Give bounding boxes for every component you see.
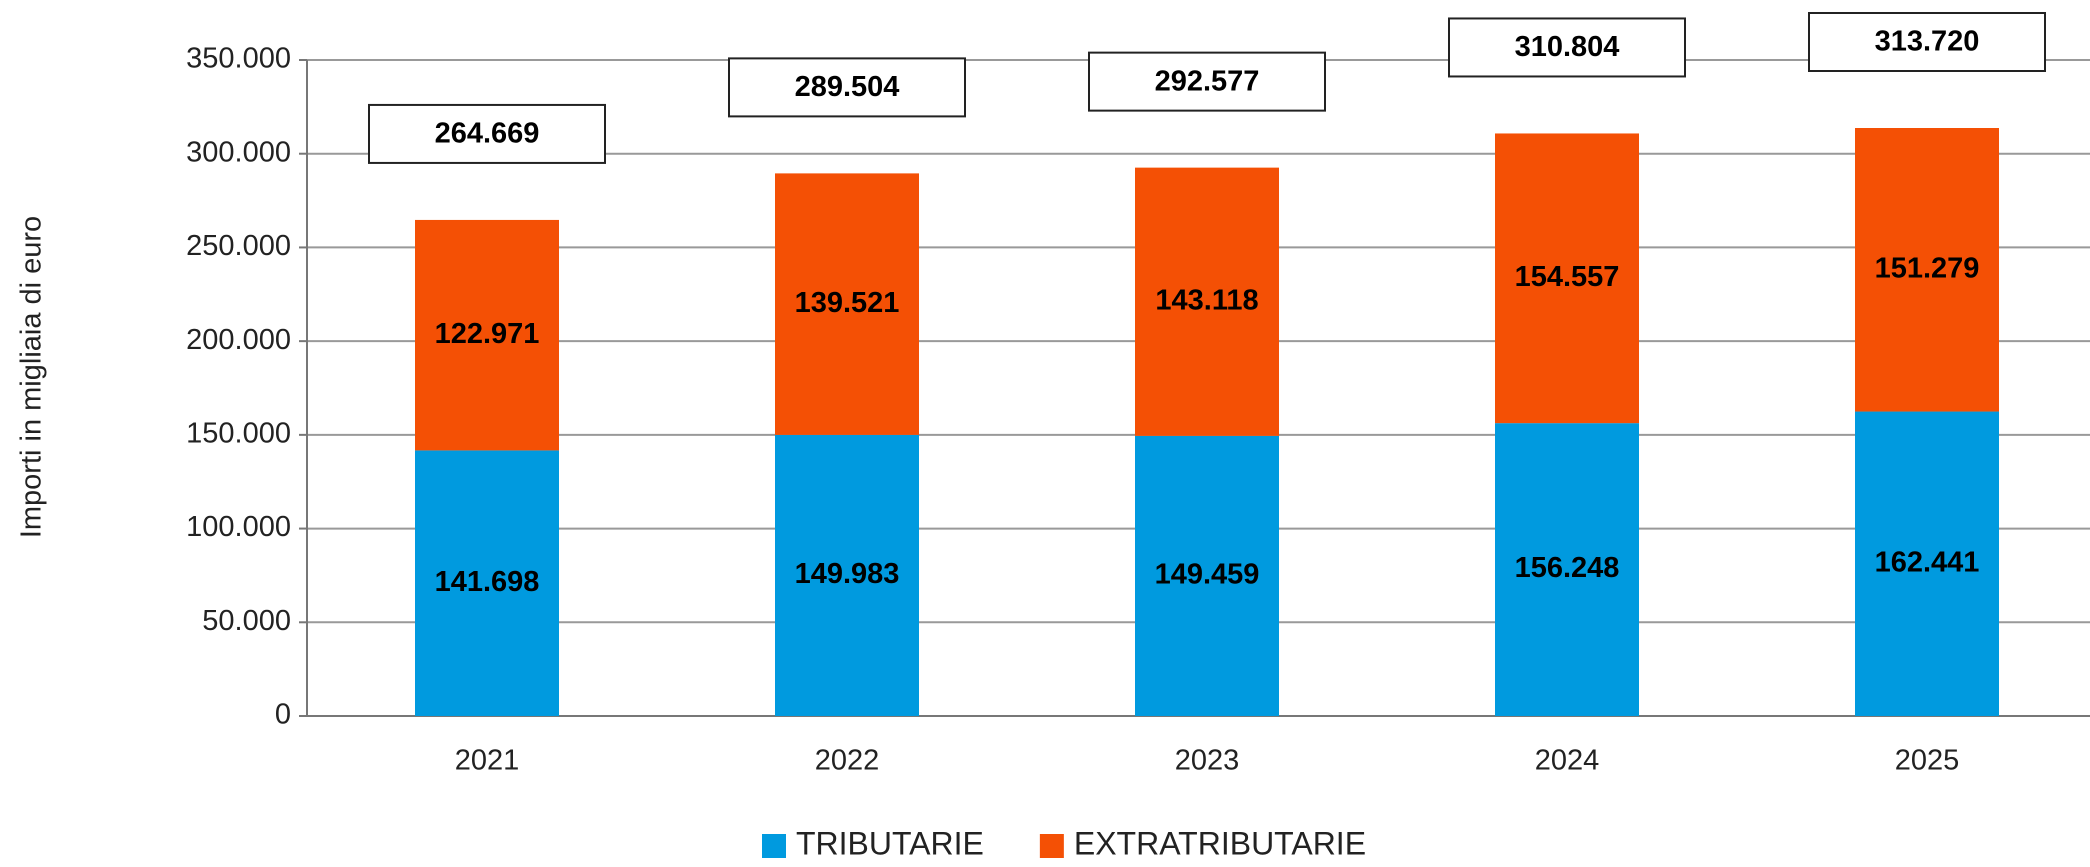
- total-label: 292.577: [1155, 65, 1260, 97]
- y-tick-label: 250.000: [186, 230, 291, 262]
- total-box: [1808, 11, 2046, 72]
- total-label: 264.669: [435, 118, 540, 150]
- data-label: 143.118: [1155, 284, 1258, 316]
- data-label: 122.971: [435, 318, 540, 350]
- data-label: 141.698: [435, 566, 540, 598]
- bar-segment: [775, 434, 919, 716]
- y-tick-label: 0: [275, 699, 291, 731]
- total-label: 313.720: [1875, 26, 1980, 58]
- total-label: 310.804: [1515, 31, 1620, 63]
- total-box: [728, 57, 966, 118]
- bar-segment: [1495, 423, 1639, 716]
- x-tick-label: 2021: [455, 745, 520, 777]
- y-tick-label: 150.000: [186, 418, 291, 450]
- bar-segment: [775, 173, 919, 435]
- bar-segment: [1855, 411, 1999, 716]
- data-label: 149.459: [1155, 559, 1260, 591]
- data-label: 154.557: [1515, 261, 1620, 293]
- x-tick-label: 2023: [1175, 745, 1240, 777]
- bar-segment: [415, 219, 559, 451]
- x-tick-label: 2022: [815, 745, 880, 777]
- total-box: [1448, 17, 1686, 78]
- legend-label: EXTRATRIBUTARIE: [1074, 825, 1366, 861]
- bar-segment: [1495, 133, 1639, 424]
- data-label: 151.279: [1875, 252, 1980, 284]
- y-tick-label: 200.000: [186, 324, 291, 356]
- data-label: 162.441: [1875, 546, 1980, 578]
- y-tick-label: 350.000: [186, 43, 291, 75]
- y-axis-title: Importi in migliaia di euro: [16, 216, 48, 538]
- legend-label: TRIBUTARIE: [796, 825, 984, 861]
- bar-segment: [1135, 435, 1279, 716]
- legend-swatch: [762, 834, 786, 858]
- y-tick-label: 50.000: [202, 605, 291, 637]
- y-tick-label: 100.000: [186, 511, 291, 543]
- legend-swatch: [1039, 834, 1064, 858]
- bar-segment: [1855, 127, 1999, 412]
- data-label: 149.983: [795, 558, 900, 590]
- total-box: [368, 103, 606, 164]
- y-tick-label: 300.000: [186, 136, 291, 168]
- x-tick-label: 2025: [1895, 745, 1960, 777]
- bar-segment: [1135, 167, 1279, 436]
- total-label: 289.504: [795, 71, 900, 103]
- bar-segment: [415, 450, 559, 716]
- data-label: 156.248: [1515, 552, 1620, 584]
- x-tick-label: 2024: [1535, 745, 1600, 777]
- data-label: 139.521: [795, 287, 900, 319]
- total-box: [1088, 51, 1326, 112]
